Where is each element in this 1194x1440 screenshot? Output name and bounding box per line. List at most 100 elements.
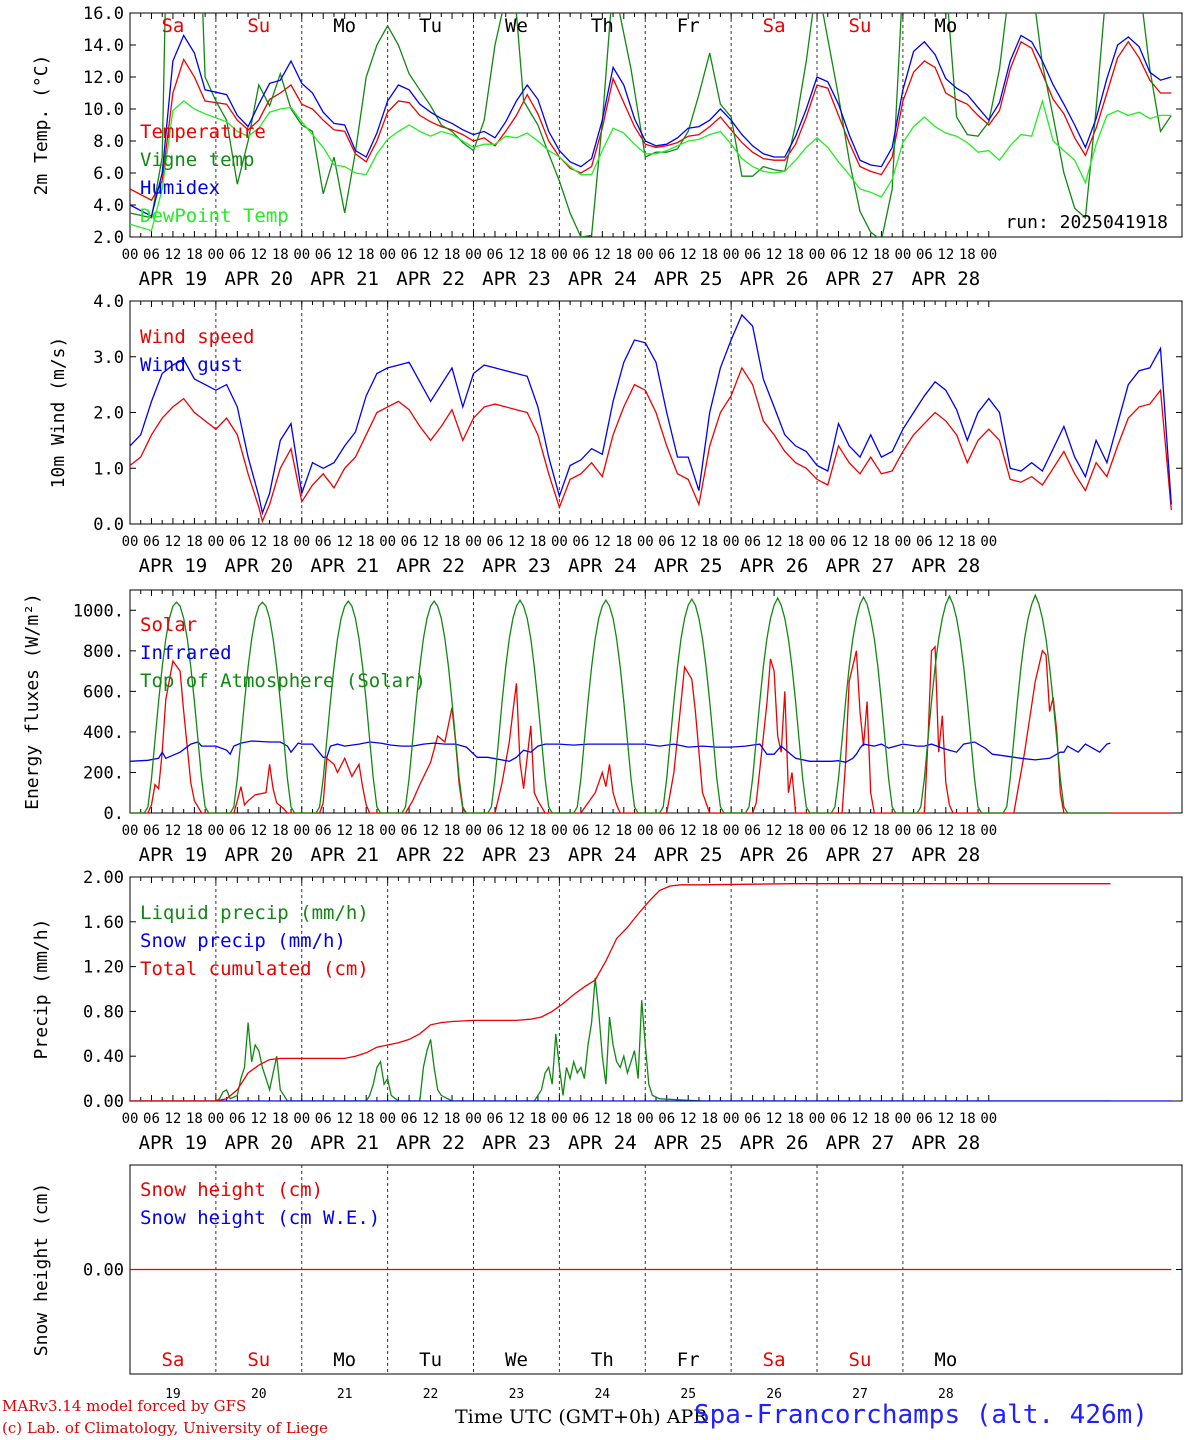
hour-tick-label: 18 (444, 534, 461, 550)
day-label: APR 27 (826, 844, 895, 866)
day-label: APR 21 (310, 1132, 379, 1154)
hour-tick-label: 06 (572, 823, 589, 839)
copyright-credit: (c) Lab. of Climatology, University of L… (2, 1419, 328, 1437)
hour-tick-label: 18 (186, 1111, 203, 1127)
hour-tick-label: 06 (401, 534, 418, 550)
hour-tick-label: 12 (680, 534, 697, 550)
hour-tick-label: 00 (723, 247, 740, 263)
hour-tick-label: 18 (272, 1111, 289, 1127)
hour-tick-label: 00 (723, 534, 740, 550)
hour-tick-label: 00 (894, 534, 911, 550)
hour-tick-label: 00 (637, 247, 654, 263)
hour-tick-label: 18 (186, 534, 203, 550)
hour-tick-label: 12 (594, 823, 611, 839)
day-label: APR 26 (740, 555, 809, 577)
weekday-label: Tu (419, 15, 442, 37)
hour-tick-label: 12 (165, 534, 182, 550)
hour-tick-label: 18 (186, 823, 203, 839)
hour-tick-label: 06 (916, 247, 933, 263)
hour-tick-label: 00 (551, 247, 568, 263)
day-label: APR 22 (396, 268, 465, 290)
series-line-solar (130, 645, 1172, 813)
y-tick-label: 0.0 (93, 515, 124, 535)
hour-tick-label: 00 (809, 823, 826, 839)
hour-tick-label: 12 (937, 823, 954, 839)
day-label: APR 19 (139, 1132, 208, 1154)
weekday-label: Th (591, 1349, 614, 1371)
day-label: APR 21 (310, 555, 379, 577)
hour-tick-label: 18 (529, 534, 546, 550)
hour-tick-label: 12 (250, 823, 267, 839)
hour-tick-label: 06 (487, 534, 504, 550)
day-label: APR 26 (740, 268, 809, 290)
day-label: APR 21 (310, 268, 379, 290)
hour-tick-label: 18 (787, 534, 804, 550)
hour-tick-label: 18 (615, 823, 632, 839)
hour-tick-label: 06 (229, 534, 246, 550)
day-label: APR 21 (310, 844, 379, 866)
hour-tick-label: 00 (293, 1111, 310, 1127)
series-line-wind-gust (130, 313, 1172, 516)
day-number-label: 20 (251, 1387, 267, 1402)
hour-tick-label: 18 (959, 1111, 976, 1127)
y-tick-label: 0.00 (83, 1092, 124, 1112)
hour-tick-label: 18 (873, 1111, 890, 1127)
hour-tick-label: 12 (422, 534, 439, 550)
hour-tick-label: 18 (787, 1111, 804, 1127)
hour-tick-label: 18 (873, 823, 890, 839)
hour-tick-label: 12 (250, 247, 267, 263)
hour-tick-label: 18 (615, 247, 632, 263)
hour-tick-label: 06 (487, 247, 504, 263)
hour-tick-label: 12 (508, 823, 525, 839)
legend-entry: Wind speed (140, 326, 254, 348)
weekday-label: Sa (161, 15, 184, 37)
hour-tick-label: 06 (315, 534, 332, 550)
hour-tick-label: 12 (336, 534, 353, 550)
weekday-label: Mo (934, 15, 957, 37)
hour-tick-label: 06 (744, 247, 761, 263)
day-label: APR 28 (912, 1132, 981, 1154)
hour-tick-label: 00 (894, 1111, 911, 1127)
panel-3: 0. 200. 400. 600. 800. 1000. Energy fluxes (W/… (22, 589, 1183, 866)
hour-tick-label: 12 (165, 247, 182, 263)
series-group (130, 593, 1172, 813)
weekday-label: Su (247, 15, 270, 37)
weekday-label: Sa (763, 1349, 786, 1371)
plot-frame (129, 12, 1183, 238)
weekday-label: We (505, 15, 528, 37)
hour-tick-label: 12 (852, 823, 869, 839)
legend-entry: Snow precip (mm/h) (140, 930, 346, 952)
hour-tick-label: 06 (401, 247, 418, 263)
hour-tick-label: 06 (143, 534, 160, 550)
hour-tick-label: 18 (444, 1111, 461, 1127)
day-label: APR 28 (912, 555, 981, 577)
run-annotation: run: 2025041918 (1005, 212, 1168, 233)
hour-tick-label: 00 (637, 823, 654, 839)
y-tick-label: 200. (83, 763, 124, 783)
series-line-temperature (130, 40, 1172, 202)
y-tick-label: 1000. (73, 601, 124, 621)
weekday-label: Mo (333, 15, 356, 37)
hour-tick-label: 18 (358, 823, 375, 839)
day-label: APR 25 (654, 1132, 723, 1154)
hour-tick-label: 00 (980, 823, 997, 839)
hour-tick-label: 00 (293, 823, 310, 839)
day-label: APR 22 (396, 1132, 465, 1154)
day-label: APR 23 (482, 844, 551, 866)
hour-tick-label: 12 (937, 534, 954, 550)
hour-tick-label: 00 (122, 823, 139, 839)
hour-tick-label: 18 (529, 1111, 546, 1127)
hour-tick-label: 18 (959, 823, 976, 839)
weekday-label: Fr (677, 1349, 700, 1371)
day-number-label: 25 (680, 1387, 696, 1402)
day-number-label: 27 (852, 1387, 868, 1402)
y-tick-label: 2.00 (83, 868, 124, 888)
hour-tick-label: 12 (680, 247, 697, 263)
hour-tick-label: 06 (143, 823, 160, 839)
hour-tick-label: 18 (272, 823, 289, 839)
panel-5: 0.00 Snow height (cm) Snow height (cm) Snow… (31, 1164, 1183, 1402)
hour-tick-label: 00 (207, 1111, 224, 1127)
hour-tick-label: 00 (551, 1111, 568, 1127)
hour-tick-label: 12 (594, 1111, 611, 1127)
day-number-label: 24 (594, 1387, 610, 1402)
